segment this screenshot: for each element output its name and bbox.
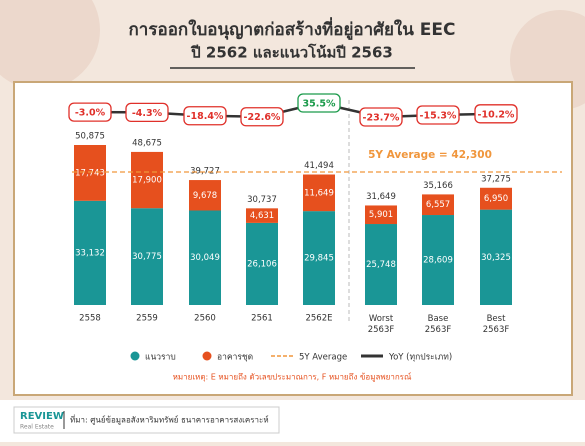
x-tick-label: 2560: [194, 314, 216, 324]
segment-label: 30,775: [132, 252, 162, 262]
total-label: 37,275: [481, 174, 511, 184]
yoy-point: [240, 107, 284, 127]
x-tick-label: 2559: [136, 314, 158, 324]
segment-label: 26,106: [247, 259, 277, 269]
yoy-point: [125, 102, 169, 123]
bar-segment: [246, 222, 278, 305]
bar-segment: [131, 151, 163, 209]
brand: REVIEW: [20, 411, 64, 422]
legend-label: 5Y Average: [299, 353, 347, 363]
subtitle: ปี 2562 และแนวโน้มปี 2563: [190, 43, 393, 62]
x-tick-label: 2558: [79, 314, 101, 324]
yoy-point: [359, 107, 403, 127]
total-label: 35,166: [423, 181, 453, 191]
bar-segment: [365, 205, 397, 225]
x-tick-label: 2562E: [305, 314, 332, 324]
segment-label: 30,325: [481, 253, 511, 263]
bar-segment: [480, 187, 512, 210]
yoy-label: 35.5%: [303, 99, 336, 110]
yoy-label: -22.6%: [244, 112, 281, 123]
total-label: 30,737: [247, 195, 277, 205]
source: ที่มา: ศูนย์ข้อมูลอสังหาริมทรัพย์ ธนาคาร…: [70, 414, 269, 426]
bar-segment: [303, 211, 335, 305]
yoy-label: -4.3%: [132, 108, 163, 119]
total-label: 39,727: [190, 167, 220, 177]
yoy-point: [416, 105, 460, 125]
legend-swatch: [130, 351, 140, 361]
yoy-label: -15.3%: [420, 111, 457, 122]
legend-label: อาคารชุด: [217, 353, 253, 363]
segment-label: 17,743: [75, 168, 105, 178]
segment-label: 17,900: [132, 176, 162, 186]
segment-label: 6,557: [426, 200, 450, 210]
segment-label: 5,901: [369, 210, 393, 220]
yoy-point: [474, 104, 518, 124]
bar-segment: [189, 180, 221, 211]
segment-label: 30,049: [190, 253, 220, 263]
x-tick-label: Worst 2563F: [368, 314, 395, 335]
yoy-label: -10.2%: [478, 109, 515, 120]
segment-label: 6,950: [484, 194, 508, 204]
bar-segment: [246, 208, 278, 223]
note: หมายเหตุ: E หมายถึง ตัวเลขประมาณการ, F ห…: [173, 372, 412, 383]
segment-label: 11,649: [304, 188, 334, 198]
legend-swatch: [202, 351, 212, 361]
average-label: 5Y Average = 42,300: [368, 149, 492, 161]
bar-segment: [74, 145, 106, 201]
bar-segment: [131, 208, 163, 305]
segment-label: 28,609: [423, 256, 453, 266]
total-label: 41,494: [304, 161, 334, 171]
bar-segment: [480, 209, 512, 305]
x-tick-line: Base: [428, 314, 449, 324]
segment-label: 33,132: [75, 248, 105, 258]
bar-segment: [189, 210, 221, 305]
x-tick-line: Worst: [369, 314, 394, 324]
x-tick-line: 2563F: [425, 325, 452, 335]
x-tick-line: 2563F: [368, 325, 395, 335]
title: การออกใบอนุญาตก่อสร้างที่อยู่อาศัยใน EEC: [129, 17, 456, 41]
x-tick-line: Best: [487, 314, 506, 324]
segment-label: 9,678: [193, 191, 217, 201]
bar-segment: [74, 200, 106, 305]
x-tick-label: Best 2563F: [483, 314, 510, 335]
legend-label: YoY (ทุกประเภท): [388, 353, 452, 363]
x-tick-label: 2561: [251, 314, 273, 324]
decoration: [0, 0, 100, 90]
chart-panel: [13, 81, 573, 396]
total-label: 50,875: [75, 132, 105, 142]
brand-sub: Real Estate: [20, 424, 54, 431]
segment-label: 4,631: [250, 211, 274, 221]
legend-label: แนวราบ: [145, 353, 176, 363]
x-tick-line: 2563F: [483, 325, 510, 335]
yoy-point: [297, 93, 341, 113]
footer-box: [13, 406, 280, 434]
bar-segment: [422, 215, 454, 305]
yoy-label: -23.7%: [363, 113, 400, 124]
x-tick-label: Base 2563F: [425, 314, 452, 335]
yoy-label: -3.0%: [75, 108, 106, 119]
yoy-point: [183, 106, 227, 126]
segment-label: 25,748: [366, 260, 396, 270]
total-label: 48,675: [132, 138, 162, 148]
total-label: 31,649: [366, 192, 396, 202]
yoy-label: -18.4%: [187, 111, 224, 122]
bar-segment: [365, 224, 397, 305]
yoy-point: [68, 102, 112, 122]
bar-segment: [303, 174, 335, 212]
bar-segment: [422, 194, 454, 216]
segment-label: 29,845: [304, 254, 334, 264]
